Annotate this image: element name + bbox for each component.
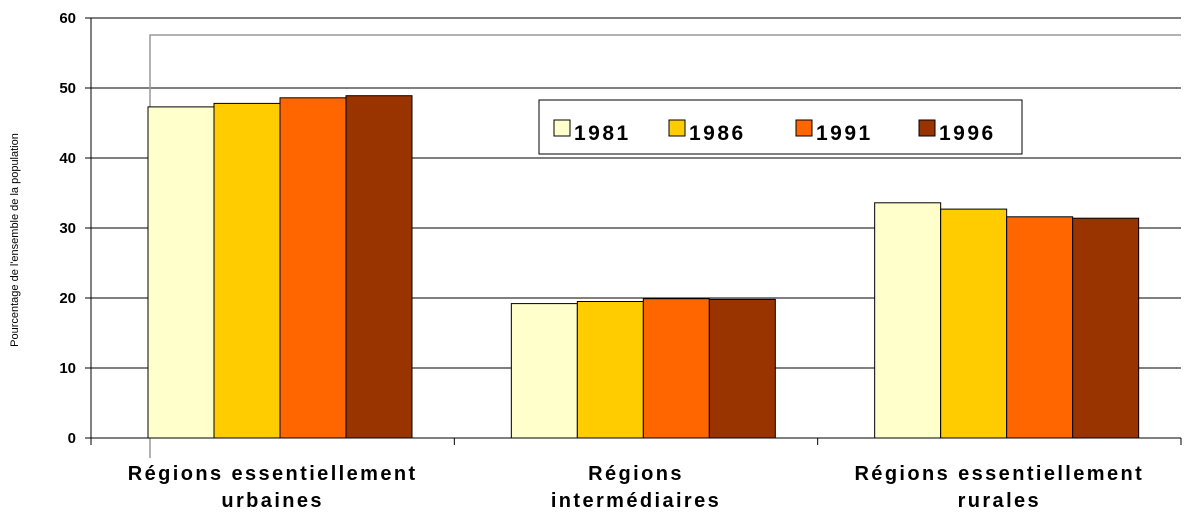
legend-swatch-1996: [918, 119, 936, 137]
legend-box: [538, 99, 1023, 155]
x-category-labels: Régions essentiellement urbaines Régions in…: [128, 463, 1144, 512]
y-tick-labels: 0 10 20 30 40 50 60: [59, 10, 76, 447]
y-axis-label: Pourcentage de l'ensemble de la populati…: [9, 133, 21, 347]
legend-label-1981: 1981: [574, 122, 631, 145]
y-tick-label: 10: [59, 360, 76, 377]
legend-swatch-1981: [553, 119, 571, 137]
x-category-label: intermédiaires: [551, 490, 721, 512]
legend-label-1996: 1996: [939, 122, 996, 145]
y-tick-label: 20: [59, 290, 76, 307]
bar-1991-0: [279, 97, 347, 439]
bar-1991-1: [642, 298, 710, 439]
legend-label-1991: 1991: [816, 122, 873, 145]
bar-1986-0: [213, 102, 281, 439]
bar-1981-2: [874, 202, 942, 439]
bar-1991-2: [1006, 216, 1074, 439]
bar-1986-1: [576, 301, 644, 439]
legend: 1981 1986 1991 1996: [538, 99, 1023, 155]
bar-1986-2: [940, 208, 1008, 439]
y-tick-label: 30: [59, 220, 76, 237]
legend-swatch-1991: [795, 119, 813, 137]
bar-1996-2: [1072, 217, 1140, 439]
y-tick-label: 50: [59, 80, 76, 97]
bars: [147, 95, 1140, 439]
y-tick-label: 0: [68, 430, 76, 447]
x-category-label: Régions essentiellement: [854, 463, 1144, 485]
x-category-label: Régions: [588, 463, 684, 485]
bar-1981-0: [147, 106, 215, 439]
bar-1996-0: [345, 95, 413, 439]
x-category-label: Régions essentiellement: [128, 463, 418, 485]
axes: [85, 17, 1182, 445]
bar-1981-1: [510, 303, 578, 439]
legend-label-1986: 1986: [689, 122, 746, 145]
y-tick-label: 40: [59, 150, 76, 167]
bar-1996-1: [708, 298, 776, 439]
legend-swatch-1986: [668, 119, 686, 137]
x-category-label: urbaines: [221, 490, 324, 512]
y-tick-label: 60: [59, 10, 76, 27]
x-category-label: rurales: [958, 490, 1042, 512]
